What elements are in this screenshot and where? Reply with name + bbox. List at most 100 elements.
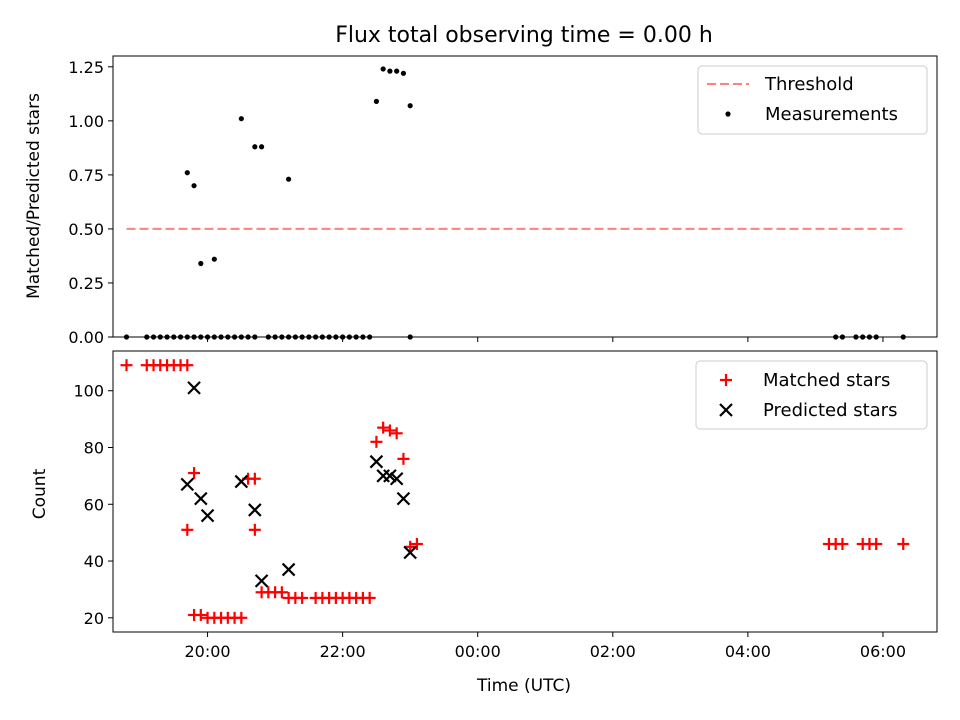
legend-predicted-swatch [719, 403, 733, 417]
predicted-star-marker [383, 469, 397, 483]
measurement-point [292, 334, 298, 340]
measurement-point [265, 334, 271, 340]
measurement-point [860, 334, 866, 340]
matched-star-marker [248, 523, 261, 536]
x-tick-label: 06:00 [860, 642, 906, 661]
top-panel-frame [112, 55, 938, 338]
measurement-point [900, 334, 906, 340]
predicted-star-marker [281, 562, 296, 577]
top-y-tick-label: 0.50 [68, 220, 104, 239]
bottom-legend: Matched stars Predicted stars [695, 360, 928, 430]
predicted-star-marker [194, 491, 208, 506]
legend-matched-label: Matched stars [763, 370, 890, 391]
measurement-point [150, 334, 157, 340]
measurement-point [373, 98, 380, 104]
predicted-star-marker [389, 471, 404, 486]
matched-stars-points [120, 359, 910, 624]
matched-star-marker [404, 540, 417, 553]
x-tick-label: 00:00 [455, 642, 501, 661]
bottom-legend-box [695, 360, 928, 430]
bottom-y-tick-label: 80 [84, 439, 104, 458]
measurement-point [367, 334, 373, 340]
measurement-point [407, 334, 413, 340]
measurement-point [340, 334, 346, 340]
predicted-star-marker [180, 477, 195, 492]
measurement-point [171, 334, 177, 340]
measurement-point [123, 334, 130, 340]
predicted-stars-points [180, 381, 417, 588]
top-y-tick-label: 1.25 [68, 58, 104, 77]
x-tick-label: 02:00 [590, 642, 636, 661]
measurement-point [144, 334, 150, 340]
measurement-point [218, 334, 224, 340]
measurement-point [299, 334, 305, 340]
bottom-y-tick-label: 60 [84, 495, 104, 514]
measurement-point [204, 334, 211, 340]
measurement-point [177, 334, 184, 340]
matched-star-marker [377, 421, 390, 434]
measurement-point [157, 334, 163, 340]
predicted-star-marker [200, 508, 215, 523]
bottom-y-tick-label: 20 [84, 609, 104, 628]
measurement-point [191, 183, 197, 189]
measurement-point [400, 70, 407, 76]
measurement-point [380, 66, 386, 72]
matched-star-marker [235, 611, 248, 624]
top-y-tick-label: 0.25 [68, 274, 104, 293]
matched-star-marker [410, 538, 423, 551]
measurement-point [164, 334, 170, 340]
top-legend: Threshold Measurements [697, 65, 928, 135]
measurement-point [394, 68, 400, 74]
bottom-y-tick-label: 40 [84, 552, 104, 571]
top-y-tick-label: 1.00 [68, 112, 104, 131]
measurement-point [231, 334, 238, 340]
measurement-point [258, 144, 265, 150]
measurement-point [211, 256, 217, 262]
predicted-star-marker [248, 503, 262, 517]
legend-matched-swatch [720, 374, 732, 386]
predicted-star-marker [234, 474, 249, 489]
matched-star-marker [363, 591, 376, 604]
measurement-point [286, 176, 292, 182]
x-axis-label: Time (UTC) [476, 676, 571, 696]
measurement-point [184, 170, 190, 176]
measurement-point [198, 334, 204, 340]
predicted-star-marker [187, 381, 201, 395]
legend-measurements-label: Measurements [765, 104, 898, 125]
bottom-y-axis-ticks: 20 40 60 80 100 [73, 382, 113, 628]
matched-star-marker [194, 608, 207, 621]
measurement-point [191, 334, 197, 340]
legend-threshold-label: Threshold [764, 74, 854, 95]
top-legend-box [697, 65, 928, 135]
measurement-point [346, 334, 352, 340]
measurement-point [833, 334, 839, 340]
measurement-point [360, 334, 366, 340]
measurement-point [873, 334, 879, 340]
matched-star-marker [390, 427, 403, 440]
x-tick-label: 20:00 [185, 642, 231, 661]
predicted-star-marker [254, 574, 269, 588]
measurement-point [184, 334, 190, 340]
matched-star-marker [897, 538, 910, 551]
matched-star-marker [370, 435, 383, 448]
top-y-tick-label: 0.00 [68, 328, 104, 347]
matched-star-marker [181, 359, 194, 372]
legend-predicted-label: Predicted stars [763, 400, 897, 421]
measurement-point [326, 334, 332, 340]
measurement-point [238, 334, 244, 340]
measurement-point [333, 334, 339, 340]
measurement-point [252, 144, 258, 150]
matched-star-marker [275, 586, 288, 599]
measurement-point [272, 334, 278, 340]
bottom-panel: 20 40 60 80 100 20:00 22:00 00:00 02:00 04:00 06:… [30, 350, 938, 696]
matched-star-marker [181, 523, 194, 536]
measurement-point [319, 334, 325, 340]
measurement-point [839, 334, 846, 340]
measurement-point [306, 334, 312, 340]
matched-star-marker [248, 472, 261, 485]
measurement-point [286, 334, 292, 340]
predicted-star-marker [369, 454, 384, 469]
matched-star-marker [397, 452, 410, 465]
measurement-point [866, 334, 873, 340]
